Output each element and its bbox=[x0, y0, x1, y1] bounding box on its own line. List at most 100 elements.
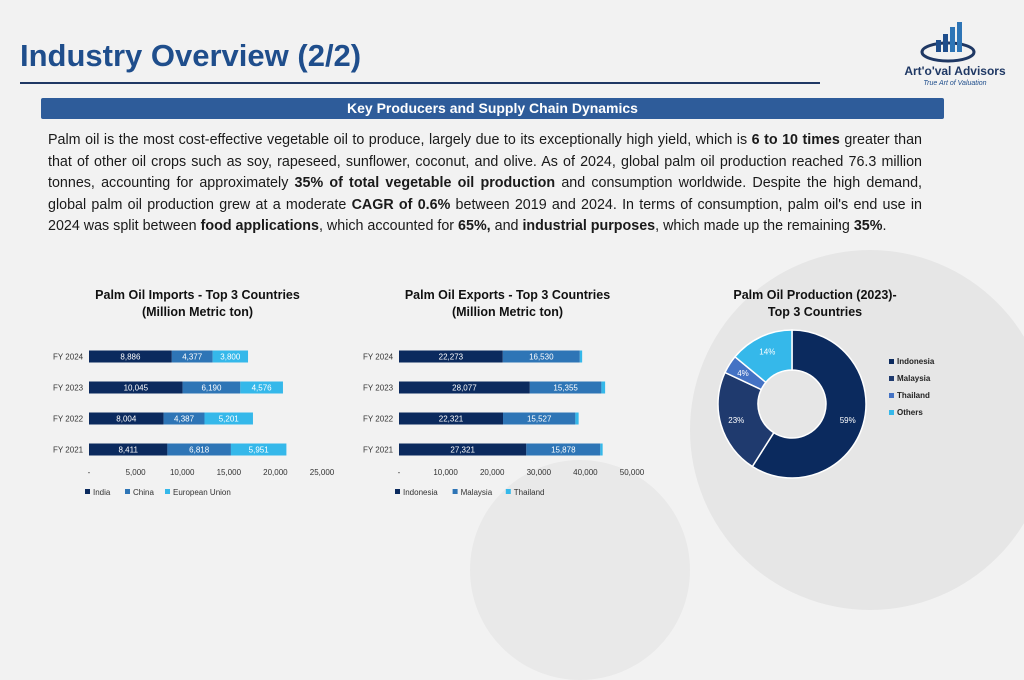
data-label: 22,321 bbox=[439, 415, 464, 424]
x-tick-label: 5,000 bbox=[126, 468, 147, 477]
bar-segment bbox=[89, 443, 168, 456]
legend-swatch bbox=[889, 393, 894, 398]
x-tick-label: 15,000 bbox=[217, 468, 242, 477]
production-chart-subtitle: Top 3 Countries bbox=[767, 305, 863, 319]
company-logo: Art'o'val Advisors True Art of Valuation bbox=[900, 14, 1010, 94]
data-label: 6,190 bbox=[201, 384, 222, 393]
production-chart-title-line1: Palm Oil Production (2023)- bbox=[733, 288, 897, 302]
bar-segment bbox=[399, 381, 530, 394]
x-tick-label: 40,000 bbox=[573, 468, 598, 477]
bar-segment bbox=[526, 443, 601, 456]
bar-segment bbox=[204, 412, 253, 425]
data-label: 5,951 bbox=[249, 446, 270, 455]
imports-chart-title-line1: Palm Oil Imports - Top 3 Countries bbox=[95, 288, 300, 302]
paragraph-highlight: 65%, bbox=[458, 218, 491, 235]
data-label: 15,878 bbox=[551, 446, 576, 455]
paragraph-highlight: 35% bbox=[853, 218, 883, 235]
paragraph-highlight: CAGR of 0.6% bbox=[351, 196, 451, 213]
bar-segment bbox=[399, 443, 527, 456]
legend-swatch bbox=[452, 489, 458, 494]
legend-label: Others bbox=[897, 408, 923, 417]
data-label: 8,004 bbox=[116, 415, 137, 424]
category-label: FY 2021 bbox=[363, 446, 394, 455]
exports-chart-title-line1: Palm Oil Exports - Top 3 Countries bbox=[404, 288, 611, 302]
paragraph-highlight: food applications bbox=[200, 218, 319, 235]
legend-label: Thailand bbox=[514, 488, 545, 497]
x-tick-label: 20,000 bbox=[480, 468, 505, 477]
data-label: 8,886 bbox=[120, 353, 141, 362]
category-label: FY 2021 bbox=[53, 446, 84, 455]
slice-label: 14% bbox=[759, 348, 775, 357]
legend-swatch bbox=[505, 489, 511, 494]
legend-swatch bbox=[889, 376, 894, 381]
bar-segment bbox=[230, 443, 287, 456]
imports-chart-subtitle: (Million Metric ton) bbox=[141, 305, 254, 319]
x-tick-label: 20,000 bbox=[263, 468, 288, 477]
logo-tagline: True Art of Valuation bbox=[923, 80, 987, 87]
production-chart: 59% 23% 4% 14% Indonesia Malaysia Thailand Othe… bbox=[717, 329, 935, 479]
category-label: FY 2022 bbox=[53, 415, 84, 424]
paragraph-highlight: industrial purposes bbox=[522, 218, 656, 235]
bar-segment bbox=[502, 350, 580, 363]
data-label: 15,355 bbox=[553, 384, 578, 393]
legend-swatch bbox=[85, 489, 90, 494]
legend-label: Indonesia bbox=[403, 488, 438, 497]
legend-label: Malaysia bbox=[897, 374, 931, 383]
donut-slice bbox=[733, 329, 793, 384]
x-tick-label: - bbox=[398, 468, 401, 477]
data-label: 4,377 bbox=[182, 353, 203, 362]
paragraph-text: . bbox=[882, 218, 887, 235]
bar-segment bbox=[579, 350, 583, 363]
data-label: 10,045 bbox=[124, 384, 149, 393]
page-title: Industry Overview (2/2) bbox=[20, 38, 362, 73]
paragraph-text: , which made up the remaining bbox=[655, 218, 854, 235]
donut-slice bbox=[751, 329, 867, 479]
data-label: 5,201 bbox=[219, 415, 240, 424]
data-label: 6,818 bbox=[189, 446, 210, 455]
production-chart-title: Palm Oil Production (2023)- Top 3 Countr… bbox=[700, 287, 930, 321]
bar-segment bbox=[171, 350, 213, 363]
paragraph-text: , which accounted for bbox=[318, 218, 459, 235]
data-label: 3,800 bbox=[220, 353, 241, 362]
bar-segment bbox=[601, 381, 606, 394]
data-label: 15,527 bbox=[527, 415, 552, 424]
legend-swatch bbox=[125, 489, 130, 494]
bar-segment bbox=[182, 381, 241, 394]
bar-segment bbox=[503, 412, 576, 425]
data-label: 4,576 bbox=[252, 384, 273, 393]
imports-chart-title: Palm Oil Imports - Top 3 Countries (Mill… bbox=[80, 287, 315, 321]
bar-segment bbox=[399, 412, 504, 425]
bar-segment bbox=[167, 443, 231, 456]
slice-label: 23% bbox=[728, 416, 744, 425]
legend-swatch bbox=[889, 410, 894, 415]
bar-segment bbox=[212, 350, 249, 363]
legend-label: Malaysia bbox=[461, 488, 493, 497]
x-tick-label: 50,000 bbox=[620, 468, 645, 477]
bar-segment bbox=[600, 443, 603, 456]
x-tick-label: - bbox=[88, 468, 91, 477]
category-label: FY 2022 bbox=[363, 415, 394, 424]
category-label: FY 2024 bbox=[53, 353, 84, 362]
bar-segment bbox=[163, 412, 205, 425]
legend-label: European Union bbox=[173, 488, 231, 497]
category-label: FY 2024 bbox=[363, 353, 394, 362]
data-label: 16,530 bbox=[529, 353, 554, 362]
bar-segment bbox=[575, 412, 579, 425]
data-label: 22,273 bbox=[439, 353, 464, 362]
legend-label: India bbox=[93, 488, 111, 497]
data-label: 27,321 bbox=[450, 446, 475, 455]
x-tick-label: 10,000 bbox=[170, 468, 195, 477]
imports-chart: FY 2024 8,886 4,377 3,800 FY 2023 10,045 6,190… bbox=[53, 350, 335, 497]
category-label: FY 2023 bbox=[363, 384, 394, 393]
slice-label: 59% bbox=[840, 416, 856, 425]
legend-label: China bbox=[133, 488, 154, 497]
legend-swatch bbox=[395, 489, 400, 494]
x-tick-label: 25,000 bbox=[310, 468, 335, 477]
data-label: 8,411 bbox=[118, 446, 138, 455]
legend-swatch bbox=[889, 359, 894, 364]
bar-segment bbox=[529, 381, 602, 394]
section-banner: Key Producers and Supply Chain Dynamics bbox=[41, 98, 944, 119]
paragraph-text: between 2019 and 2024. In terms of consu… bbox=[48, 196, 922, 235]
bar-segment bbox=[89, 412, 164, 425]
bar-segment bbox=[89, 381, 183, 394]
